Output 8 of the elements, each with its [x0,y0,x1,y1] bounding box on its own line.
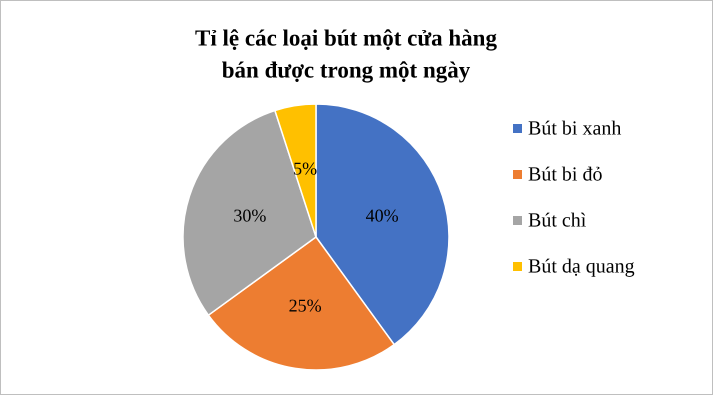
data-label: 25% [288,296,322,316]
data-label: 30% [233,206,266,226]
legend-label: Bút bi đỏ [528,164,602,186]
legend-label: Bút chì [528,210,587,232]
legend-label: Bút bi xanh [528,118,622,140]
legend-label: Bút dạ quang [528,256,635,278]
chart-title: Tỉ lệ các loại bút một cửa hàng bán được trong một ngày [195,26,498,84]
data-label: 40% [366,206,399,226]
